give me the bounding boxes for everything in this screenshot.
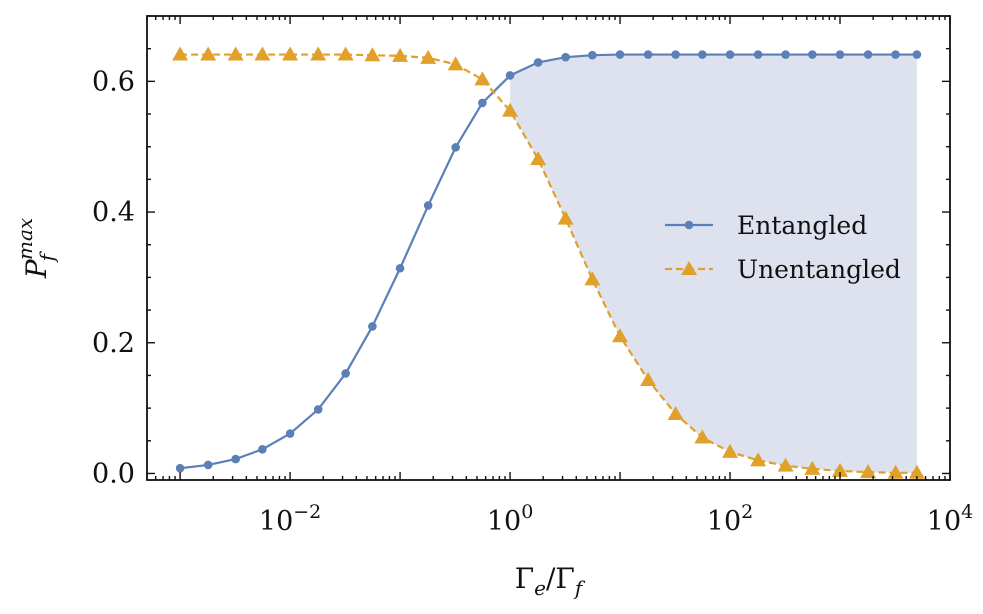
x-axis-label: Γe/Γf — [515, 562, 586, 600]
point-unentangled-14 — [557, 210, 574, 225]
point-entangled-11 — [478, 98, 487, 108]
point-unentangled-15 — [584, 271, 601, 286]
point-unentangled-6 — [337, 46, 354, 61]
point-entangled-8 — [395, 263, 405, 273]
point-entangled-4 — [285, 429, 295, 438]
point-entangled-26 — [891, 50, 900, 59]
point-unentangled-18 — [667, 405, 684, 420]
y-tick-label: 0.4 — [92, 197, 135, 228]
point-unentangled-12 — [502, 102, 519, 117]
legend-label-entangled: Entangled — [737, 211, 867, 240]
legend-marker-unentangled — [681, 261, 697, 275]
point-unentangled-27 — [908, 464, 925, 479]
x-label-sub-f: f — [573, 576, 586, 600]
point-entangled-12 — [505, 71, 515, 80]
point-unentangled-10 — [447, 56, 464, 71]
x-tick-label: 102 — [707, 501, 753, 537]
point-entangled-23 — [808, 50, 817, 59]
point-entangled-19 — [698, 50, 707, 59]
x-label-gamma-e: Γ — [515, 562, 534, 595]
point-entangled-20 — [725, 50, 735, 59]
x-label-slash: /Γ — [546, 562, 575, 595]
point-entangled-2 — [231, 454, 240, 464]
point-unentangled-22 — [777, 457, 794, 472]
y-label-sub-f: f — [35, 250, 59, 263]
shaded-region — [510, 54, 917, 473]
point-entangled-25 — [863, 50, 873, 59]
point-unentangled-3 — [254, 46, 271, 61]
point-entangled-18 — [671, 50, 680, 59]
series-line-entangled — [179, 53, 917, 470]
series-line-unentangled — [180, 53, 917, 474]
point-entangled-14 — [561, 52, 570, 62]
point-unentangled-20 — [722, 443, 739, 458]
point-entangled-6 — [341, 369, 350, 378]
x-label-sub-e: e — [534, 576, 546, 600]
point-unentangled-1 — [200, 46, 217, 61]
point-unentangled-11 — [474, 71, 491, 86]
point-unentangled-13 — [530, 151, 547, 166]
point-entangled-21 — [753, 50, 763, 59]
point-entangled-3 — [258, 444, 267, 454]
point-entangled-15 — [588, 50, 597, 60]
point-unentangled-17 — [640, 372, 657, 387]
point-entangled-22 — [781, 50, 790, 59]
point-entangled-5 — [313, 405, 323, 414]
point-entangled-9 — [423, 201, 433, 210]
legend-label-unentangled: Unentangled — [737, 255, 901, 284]
legend-marker-entangled — [684, 220, 694, 230]
legend: Entangled Unentangled — [665, 211, 901, 284]
point-entangled-13 — [533, 58, 543, 67]
y-axis-label: Pfmax — [13, 218, 59, 279]
point-unentangled-2 — [227, 46, 244, 61]
plot-frame — [146, 15, 951, 481]
point-unentangled-7 — [364, 47, 381, 62]
y-tick-label: 0.2 — [92, 328, 135, 359]
y-label-p: P — [20, 258, 53, 279]
x-tick-label: 104 — [927, 501, 973, 537]
point-unentangled-4 — [282, 46, 299, 61]
point-unentangled-0 — [172, 46, 189, 61]
point-unentangled-16 — [612, 328, 629, 343]
y-tick-label: 0.6 — [92, 66, 135, 97]
point-unentangled-8 — [392, 47, 409, 62]
point-entangled-7 — [368, 322, 377, 331]
point-entangled-24 — [835, 50, 845, 59]
x-tick-label: 100 — [487, 501, 533, 537]
point-entangled-17 — [643, 50, 653, 59]
point-entangled-1 — [203, 460, 213, 470]
point-entangled-10 — [451, 143, 460, 152]
x-tick-label: 10−2 — [259, 501, 321, 537]
point-unentangled-24 — [832, 462, 849, 477]
point-entangled-0 — [175, 463, 185, 473]
shaded-region-layer — [510, 54, 917, 473]
y-tick-label: 0.0 — [92, 458, 135, 489]
point-unentangled-9 — [420, 49, 437, 64]
point-unentangled-21 — [750, 452, 767, 467]
y-label-sup-max: max — [13, 218, 37, 260]
point-entangled-16 — [615, 50, 625, 59]
point-unentangled-26 — [887, 464, 904, 479]
ticks-layer: 0.0 0.2 0.4 0.6 10−2 100 102 104 — [92, 15, 973, 537]
point-unentangled-5 — [310, 46, 327, 61]
point-entangled-27 — [912, 50, 922, 59]
point-unentangled-19 — [694, 429, 711, 444]
series-layer — [172, 46, 925, 479]
point-unentangled-23 — [804, 460, 821, 475]
point-unentangled-25 — [860, 464, 877, 479]
